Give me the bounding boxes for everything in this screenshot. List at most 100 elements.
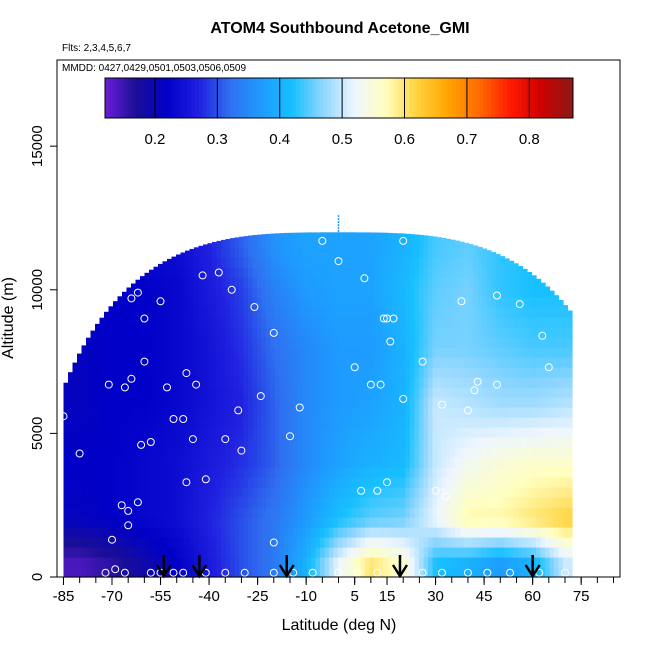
curtain-cell <box>329 517 335 528</box>
curtain-cell <box>333 447 339 458</box>
curtain-cell <box>356 337 362 348</box>
curtain-cell <box>396 297 402 308</box>
colorbar-segment <box>331 78 336 118</box>
curtain-cell <box>437 547 443 558</box>
curtain-cell <box>122 547 128 558</box>
curtain-cell <box>531 327 537 338</box>
curtain-cell <box>527 357 533 368</box>
curtain-cell <box>275 467 281 478</box>
curtain-cell <box>387 297 393 308</box>
curtain-cell <box>500 497 506 508</box>
curtain-cell <box>410 317 416 328</box>
curtain-cell <box>185 407 191 418</box>
curtain-cell <box>68 547 74 558</box>
curtain-cell <box>153 287 159 298</box>
curtain-cell <box>527 457 533 468</box>
curtain-cell <box>113 447 119 458</box>
curtain-cell <box>221 297 227 308</box>
curtain-cell <box>306 337 312 348</box>
curtain-cell <box>558 327 564 338</box>
curtain-cell <box>504 567 510 578</box>
curtain-cell <box>216 247 222 258</box>
curtain-cell <box>234 467 240 478</box>
curtain-cell <box>518 517 524 528</box>
curtain-cell <box>167 517 173 528</box>
curtain-cell <box>216 427 222 438</box>
curtain-cell <box>68 527 74 538</box>
curtain-cell <box>401 477 407 488</box>
colorbar-segment <box>483 78 488 118</box>
curtain-cell <box>419 297 425 308</box>
curtain-cell <box>518 407 524 418</box>
curtain-cell <box>437 467 443 478</box>
curtain-cell <box>567 397 573 408</box>
curtain-cell <box>149 387 155 398</box>
curtain-cell <box>549 567 555 578</box>
curtain-cell <box>86 357 92 368</box>
curtain-cell <box>567 547 573 558</box>
curtain-cell <box>266 437 272 448</box>
observation-point <box>373 568 382 577</box>
curtain-cell <box>455 407 461 418</box>
curtain-cell <box>468 257 474 268</box>
curtain-cell <box>500 357 506 368</box>
colorbar-segment <box>526 78 531 118</box>
curtain-cell <box>315 557 321 568</box>
y-tick-label: 0 <box>29 573 46 581</box>
curtain-cell <box>387 257 393 268</box>
curtain-cell <box>338 232 344 238</box>
curtain-cell <box>212 347 218 358</box>
curtain-cell <box>473 427 479 438</box>
curtain-cell <box>387 527 393 538</box>
curtain-cell <box>153 387 159 398</box>
curtain-cell <box>347 267 353 278</box>
curtain-cell <box>288 437 294 448</box>
curtain-cell <box>518 377 524 388</box>
curtain-cell <box>266 257 272 268</box>
curtain-cell <box>468 427 474 438</box>
curtain-cell <box>356 387 362 398</box>
curtain-cell <box>207 567 213 578</box>
curtain-cell <box>68 557 74 568</box>
curtain-cell <box>392 517 398 528</box>
curtain-cell <box>405 497 411 508</box>
curtain-cell <box>446 287 452 298</box>
curtain-cell <box>495 377 501 388</box>
curtain-cell <box>149 487 155 498</box>
curtain-cell <box>176 527 182 538</box>
curtain-cell <box>284 467 290 478</box>
curtain-cell <box>81 417 87 428</box>
curtain-cell <box>239 557 245 568</box>
curtain-cell <box>144 447 150 458</box>
curtain-cell <box>68 437 74 448</box>
curtain-cell <box>464 377 470 388</box>
curtain-cell <box>545 297 551 308</box>
curtain-cell <box>297 247 303 258</box>
colorbar-segment <box>534 78 539 118</box>
curtain-cell <box>239 327 245 338</box>
curtain-cell <box>347 517 353 528</box>
curtain-cell <box>351 347 357 358</box>
curtain-cell <box>275 257 281 268</box>
curtain-cell <box>126 287 132 298</box>
curtain-cell <box>279 427 285 438</box>
curtain-cell <box>369 447 375 458</box>
curtain-cell <box>347 507 353 518</box>
curtain-cell <box>185 397 191 408</box>
curtain-cell <box>464 517 470 528</box>
curtain-cell <box>302 537 308 548</box>
curtain-cell <box>149 547 155 558</box>
curtain-cell <box>225 357 231 368</box>
curtain-cell <box>63 447 69 458</box>
curtain-cell <box>522 297 528 308</box>
curtain-cell <box>131 283 137 288</box>
curtain-cell <box>360 437 366 448</box>
curtain-cell <box>428 417 434 428</box>
curtain-cell <box>540 547 546 558</box>
curtain-cell <box>351 367 357 378</box>
curtain-cell <box>158 457 164 468</box>
curtain-cell <box>396 257 402 268</box>
curtain-cell <box>342 232 348 238</box>
curtain-cell <box>230 437 236 448</box>
curtain-cell <box>149 527 155 538</box>
